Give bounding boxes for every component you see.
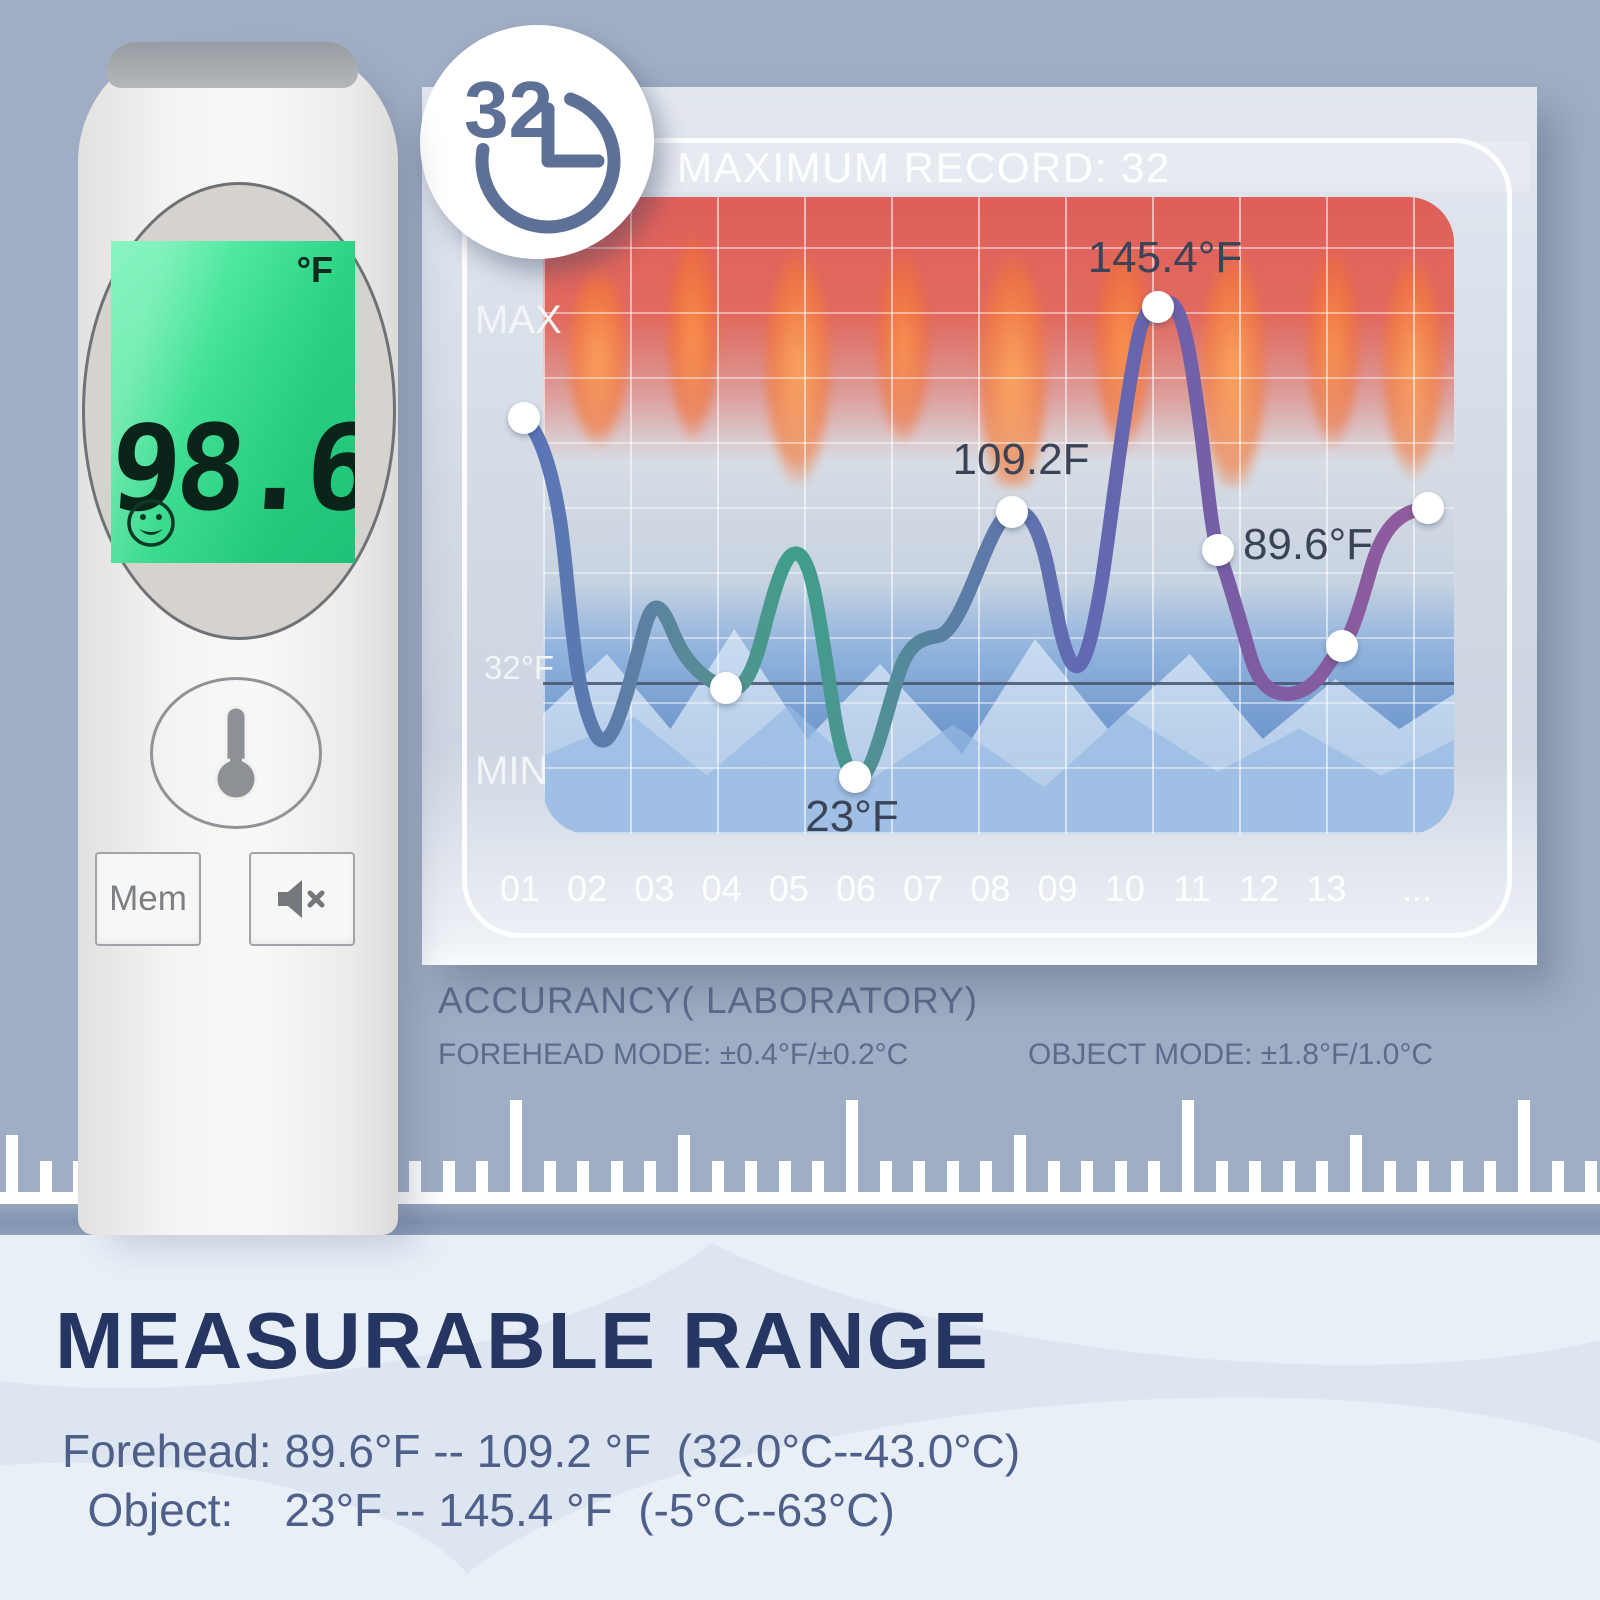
x-axis-label: 06 (835, 868, 877, 909)
chart-title: MAXIMUM RECORD: 32 (677, 144, 1171, 191)
ruler-tick (510, 1100, 522, 1192)
x-axis-label: 04 (701, 868, 742, 909)
y-axis-label-min: MIN (475, 749, 549, 793)
ruler-tick (1551, 1161, 1564, 1192)
accuracy-title: ACCURANCY( LABORATORY) (438, 980, 979, 1021)
ruler-tick (678, 1135, 690, 1192)
ruler-tick (39, 1161, 52, 1192)
x-axis-label: 05 (768, 868, 809, 909)
section-title: MEASURABLE RANGE (55, 1296, 990, 1385)
object-mode-accuracy: OBJECT MODE: ±1.8°F/1.0°C (1028, 1038, 1433, 1071)
forehead-range-text: Forehead: 89.6°F -- 109.2 °F (32.0°C--43… (62, 1425, 1021, 1477)
ruler-tick (1148, 1161, 1161, 1192)
ruler-tick (1282, 1161, 1295, 1192)
measure-button (150, 677, 322, 829)
ruler-tick (1114, 1161, 1127, 1192)
memory-button-label: Mem (109, 879, 187, 918)
ruler-tick (1215, 1161, 1228, 1192)
x-axis-label: 07 (903, 868, 944, 909)
ruler-baseline (0, 1192, 1600, 1204)
ruler-tick (1047, 1161, 1060, 1192)
ruler-tick (1484, 1161, 1497, 1192)
thermometer-device: °F 98.6 Mem (78, 42, 398, 1235)
y-axis-label-32f: 32°F (484, 649, 555, 686)
ruler-tick (6, 1135, 18, 1192)
ruler-tick (980, 1161, 993, 1192)
ruler-tick (846, 1100, 858, 1192)
ruler-tick (610, 1161, 623, 1192)
ruler-tick (543, 1161, 556, 1192)
x-axis-label: ... (1401, 868, 1432, 909)
lcd-unit: °F (296, 249, 333, 290)
ruler-tick (577, 1161, 590, 1192)
ruler-tick (476, 1161, 489, 1192)
temperature-line-chart (508, 291, 1444, 793)
mute-button (249, 852, 355, 946)
measurable-range-section (0, 1235, 1600, 1600)
clock-icon: 32 (464, 65, 621, 234)
data-label-max: 145.4°F (1087, 233, 1243, 282)
x-axis-label: 13 (1306, 868, 1347, 909)
ruler-tick (1014, 1135, 1026, 1192)
x-axis-labels: 01 02 03 04 05 06 07 08 09 10 11 12 13... (422, 868, 1537, 914)
ruler-tick (711, 1161, 724, 1192)
ruler-tick (442, 1161, 455, 1192)
plot-area (543, 197, 1454, 834)
ruler-tick (812, 1161, 825, 1192)
ruler-tick (1316, 1161, 1329, 1192)
ruler-tick (1383, 1161, 1396, 1192)
device-sensor-cap (106, 42, 358, 88)
ruler-tick (1417, 1161, 1430, 1192)
freezing-baseline (543, 682, 1454, 685)
ruler-tick (644, 1161, 657, 1192)
ruler-tick (1585, 1161, 1598, 1192)
ruler-tick (1081, 1161, 1094, 1192)
x-axis-label: 11 (1173, 868, 1211, 909)
lcd-glare (111, 241, 355, 563)
ruler-tick (1182, 1100, 1194, 1192)
ruler-tick (1450, 1161, 1463, 1192)
data-label-low: 23°F (805, 792, 899, 841)
ruler-tick (1518, 1100, 1530, 1192)
lcd-display-bezel: °F 98.6 (82, 182, 396, 640)
x-axis-label: 08 (970, 868, 1011, 909)
data-point-markers (508, 291, 1444, 793)
ruler-tick (1350, 1135, 1362, 1192)
smiley-face-icon (127, 499, 175, 547)
y-axis-label-max: MAX (475, 298, 562, 342)
ruler-tick (946, 1161, 959, 1192)
speaker-muted-icon (278, 880, 325, 918)
data-label-mid: 89.6°F (1242, 520, 1374, 569)
x-axis-label: 01 (499, 868, 541, 909)
memory-badge: 32 (420, 25, 654, 259)
thermometer-icon (214, 705, 258, 801)
lcd-display: °F 98.6 (111, 241, 355, 563)
object-range-text: Object: 23°F -- 145.4 °F (-5°C--63°C) (62, 1484, 895, 1536)
x-axis-label: 03 (634, 868, 675, 909)
ruler-tick (913, 1161, 926, 1192)
memory-button: Mem (95, 852, 201, 946)
ruler-tick (409, 1161, 422, 1192)
forehead-mode-accuracy: FOREHEAD MODE: ±0.4°F/±0.2°C (438, 1038, 909, 1071)
x-axis-label: 09 (1037, 868, 1078, 909)
x-axis-label: 10 (1104, 868, 1145, 909)
x-axis-label: 12 (1239, 868, 1280, 909)
ruler-tick (745, 1161, 758, 1192)
ruler-tick (1249, 1161, 1262, 1192)
ruler-tick (879, 1161, 892, 1192)
badge-count: 32 (464, 65, 553, 154)
chart-frame (462, 138, 1512, 938)
x-axis-label: 02 (567, 868, 608, 909)
data-label-high: 109.2F (952, 435, 1090, 484)
ruler-tick (778, 1161, 791, 1192)
